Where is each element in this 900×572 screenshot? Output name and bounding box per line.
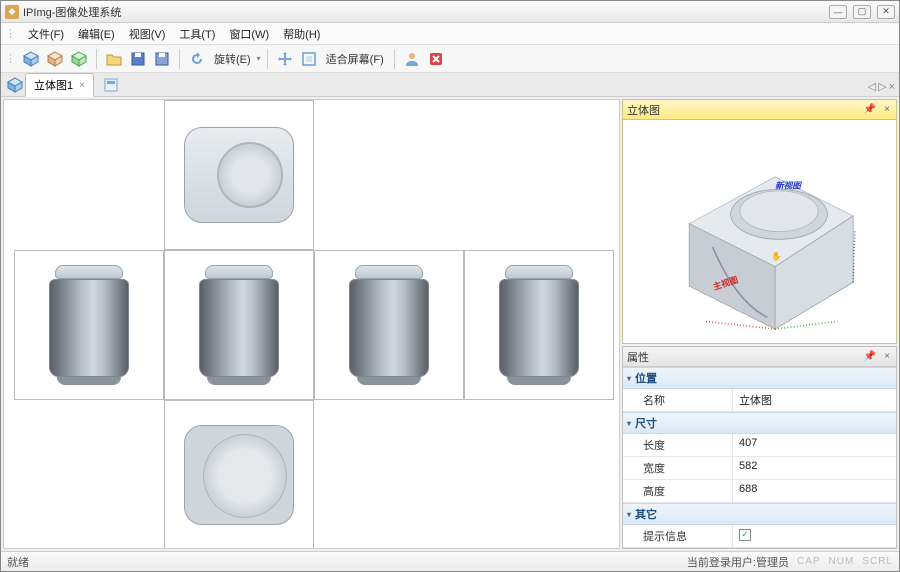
toolbar-sep-4 [394,49,395,69]
maximize-button[interactable]: ▢ [853,5,871,19]
status-scrl: SCRL [862,556,893,567]
menu-file[interactable]: 文件(F) [22,24,70,44]
pin-icon[interactable]: 📌 [862,104,878,115]
cube-left-icon[interactable] [20,48,42,70]
move-icon[interactable] [274,48,296,70]
view-right[interactable] [314,250,464,400]
menu-help[interactable]: 帮助(H) [277,24,326,44]
prop-height[interactable]: 高度 688 [623,480,896,503]
user-icon[interactable] [401,48,423,70]
tab-nav-close[interactable]: × [889,81,895,93]
panel-close-icon[interactable]: × [882,104,892,115]
viewport-2d[interactable] [3,99,620,549]
panel-properties: 属性 📌 × ▾位置 名称 立体图 ▾尺寸 长度 407 宽度 582 高度 6… [622,346,897,549]
toolbar: ⋮ 旋转(E) ▾ 适合屏幕(F) [1,45,899,73]
open-icon[interactable] [103,48,125,70]
fit-label: 适合屏幕(F) [322,51,388,67]
panel-close-icon[interactable]: × [882,351,892,362]
iso-render: 新视图 主视图 ✋ [633,130,886,333]
tab-nav: ◁ ▷ × [868,80,895,96]
minimize-button[interactable]: — [829,5,847,19]
menu-window[interactable]: 窗口(W) [223,24,275,44]
fit-icon[interactable] [298,48,320,70]
tab-nav-prev[interactable]: ◁ [868,80,876,93]
status-num: NUM [829,556,855,567]
window-controls: — ▢ ✕ [829,5,895,19]
rotate-ccw-icon[interactable] [186,48,208,70]
view-back[interactable] [464,250,614,400]
menu-tool[interactable]: 工具(T) [173,24,221,44]
save-icon[interactable] [127,48,149,70]
cat-size[interactable]: ▾尺寸 [623,412,896,434]
statusbar: 就绪 当前登录用户:管理员 CAP NUM SCRL [1,551,899,571]
status-ready: 就绪 [7,554,29,570]
rotate-dropdown-icon[interactable]: ▾ [257,54,261,63]
menubar-grip: ⋮ [5,27,16,40]
status-user: 当前登录用户:管理员 [687,554,789,570]
cursor-hand-icon: ✋ [771,251,782,261]
prop-value[interactable]: 立体图 [733,389,896,411]
tab-cube-icon [7,77,23,93]
titlebar: ◆ IPImg-图像处理系统 — ▢ ✕ [1,1,899,23]
prop-length[interactable]: 长度 407 [623,434,896,457]
tabbar: 立体图1 × ◁ ▷ × [1,73,899,97]
cat-position[interactable]: ▾位置 [623,367,896,389]
prop-width[interactable]: 宽度 582 [623,457,896,480]
toolbar-sep-2 [179,49,180,69]
cube-green-icon[interactable] [68,48,90,70]
tab-active[interactable]: 立体图1 × [25,73,94,97]
toolbar-grip: ⋮ [5,52,16,65]
cube-right-icon[interactable] [44,48,66,70]
tab-label: 立体图1 [34,77,73,93]
saveas-icon[interactable] [151,48,173,70]
overlay-top-label: 新视图 [775,181,802,191]
view-top[interactable] [164,100,314,250]
panel-3d-title: 立体图 [627,102,858,118]
app-icon: ◆ [5,5,19,19]
cat-other[interactable]: ▾其它 [623,503,896,525]
panel-properties-header[interactable]: 属性 📌 × [623,347,896,367]
menubar: ⋮ 文件(F) 编辑(E) 视图(V) 工具(T) 窗口(W) 帮助(H) [1,23,899,45]
stop-icon[interactable] [425,48,447,70]
view-bottom[interactable] [164,400,314,549]
close-button[interactable]: ✕ [877,5,895,19]
panel-3d: 立体图 📌 × 新视图 主视图 [622,99,897,344]
tab-nav-next[interactable]: ▷ [878,80,886,93]
toolbar-sep-1 [96,49,97,69]
toolbar-sep-3 [267,49,268,69]
status-cap: CAP [797,556,821,567]
orthographic-grid [14,100,614,549]
menu-view[interactable]: 视图(V) [123,24,172,44]
prop-name[interactable]: 名称 立体图 [623,389,896,412]
prop-key: 名称 [623,389,733,411]
main-area: 立体图 📌 × 新视图 主视图 [1,97,899,551]
right-pane: 立体图 📌 × 新视图 主视图 [622,99,897,549]
panel-3d-header[interactable]: 立体图 📌 × [623,100,896,120]
tab-tool-icon[interactable] [100,74,122,96]
pin-icon[interactable]: 📌 [862,351,878,362]
window-title: IPImg-图像处理系统 [23,4,829,20]
viewport-3d[interactable]: 新视图 主视图 ✋ [623,120,896,343]
tip-checkbox[interactable]: ✓ [739,529,751,541]
menu-edit[interactable]: 编辑(E) [72,24,121,44]
panel-properties-title: 属性 [627,349,858,365]
view-left[interactable] [14,250,164,400]
view-front[interactable] [164,250,314,400]
prop-tip[interactable]: 提示信息 ✓ [623,525,896,548]
tab-close-button[interactable]: × [79,80,85,91]
rotate-label: 旋转(E) [210,51,255,67]
